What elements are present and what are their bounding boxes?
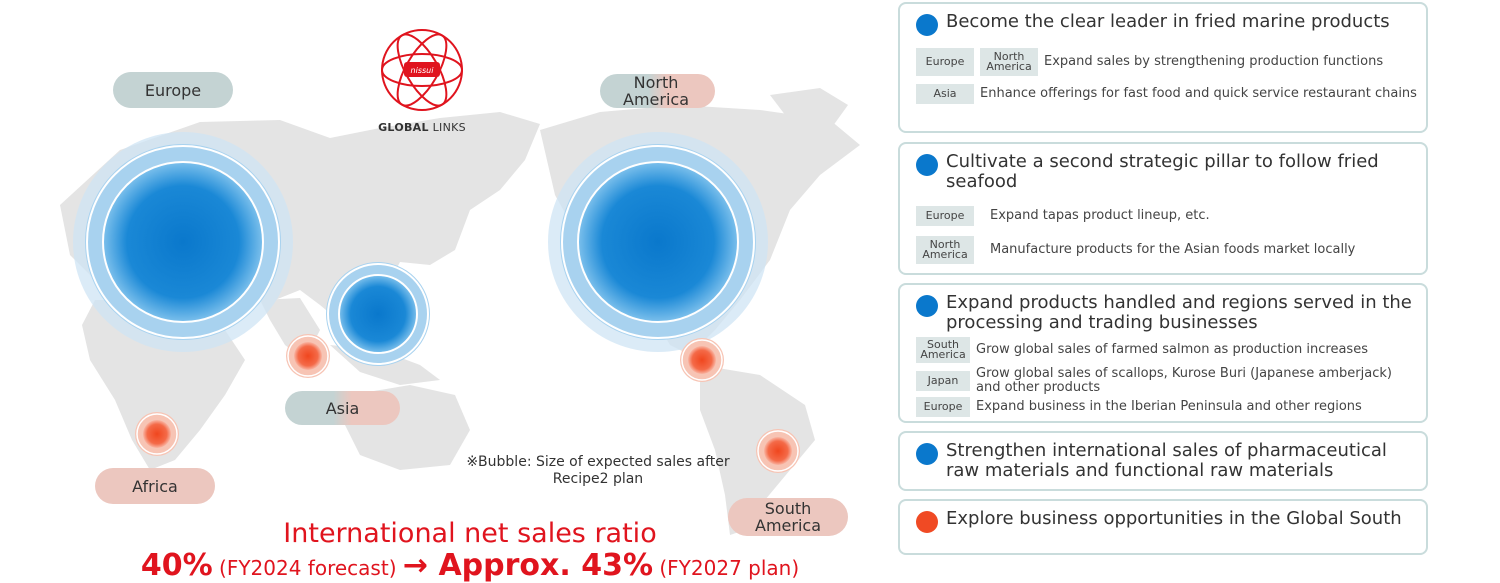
strategy-header: Expand products handled and regions serv… (916, 293, 1416, 333)
africa-growth-bubble (135, 412, 179, 456)
region-tag: Japan (916, 371, 970, 391)
central-america-growth-bubble (680, 338, 724, 382)
africa-pill-bg (95, 468, 215, 504)
strategy-row-text: Expand business in the Iberian Peninsula… (976, 399, 1362, 414)
north-america-sales-bubble (548, 132, 768, 352)
region-label-asia: Asia (325, 398, 360, 418)
north-america-pill-bg (600, 74, 715, 108)
strategy-row: Europe Expand business in the Iberian Pe… (916, 397, 1418, 417)
strategy-header: Cultivate a second strategic pillar to f… (916, 152, 1416, 192)
strategy-row: Japan Grow global sales of scallops, Kur… (916, 367, 1418, 395)
region-tag: North America (980, 48, 1038, 76)
strategy-panel-1: Become the clear leader in fried marine … (898, 2, 1428, 133)
europe-sales-bubble (73, 132, 293, 352)
strategy-title: Become the clear leader in fried marine … (946, 11, 1390, 32)
blue-bullet-icon (916, 443, 938, 465)
region-label-south-america: South America (755, 499, 821, 535)
greenland-landmass (770, 88, 848, 130)
globe-logo-icon: nissui (381, 29, 463, 111)
strategy-panel-5: Explore business opportunities in the Gl… (898, 499, 1428, 555)
strategy-header: Strengthen international sales of pharma… (916, 441, 1416, 481)
ratio-current-value: 40% (140, 548, 213, 583)
region-tag: Europe (916, 48, 974, 76)
strategy-row: Europe Expand tapas product lineup, etc. (916, 206, 1418, 226)
region-tag: South America (916, 337, 970, 363)
asia-pill-bg (285, 391, 400, 425)
strategy-row: South America Grow global sales of farme… (916, 337, 1418, 363)
strategy-row: Asia Enhance offerings for fast food and… (916, 84, 1418, 104)
ratio-arrow: → (402, 548, 428, 583)
south-america-pill-bg (728, 498, 848, 536)
region-tag: Asia (916, 84, 974, 104)
strategy-panel-2: Cultivate a second strategic pillar to f… (898, 142, 1428, 275)
logo-badge: nissui (411, 66, 435, 75)
strategy-panel-4: Strengthen international sales of pharma… (898, 431, 1428, 491)
strategy-row-text: Enhance offerings for fast food and quic… (980, 86, 1417, 101)
asia-growth-bubble (286, 334, 330, 378)
world-map (60, 72, 860, 536)
strategy-row: Europe North America Expand sales by str… (916, 48, 1418, 76)
bubble-size-note: ※Bubble: Size of expected sales after Re… (466, 454, 730, 487)
blue-bullet-icon (916, 295, 938, 317)
strategy-row-text: Grow global sales of farmed salmon as pr… (976, 342, 1368, 357)
ratio-current-label: (FY2024 forecast) (212, 556, 403, 580)
region-tag: Europe (916, 397, 970, 417)
orange-bullet-icon (916, 511, 938, 533)
strategy-panel-3: Expand products handled and regions serv… (898, 283, 1428, 423)
region-label-europe: Europe (144, 80, 202, 100)
strategy-row-text: Expand tapas product lineup, etc. (990, 208, 1210, 223)
logo-text-bold: GLOBAL (378, 121, 429, 134)
strategy-row: North America Manufacture products for t… (916, 236, 1418, 264)
strategy-row-text: Manufacture products for the Asian foods… (990, 242, 1356, 257)
global-links-logo: nissui GLOBAL LINKS (372, 25, 472, 134)
ratio-title: International net sales ratio (283, 518, 657, 549)
strategy-title: Expand products handled and regions serv… (946, 292, 1412, 333)
south-america-growth-bubble (756, 429, 800, 473)
strategy-title: Strengthen international sales of pharma… (946, 440, 1387, 481)
ratio-target-label: (FY2027 plan) (653, 556, 800, 580)
blue-bullet-icon (916, 14, 938, 36)
logo-text: GLOBAL LINKS (372, 121, 472, 134)
strategy-title: Explore business opportunities in the Gl… (946, 508, 1402, 529)
blue-bullet-icon (916, 154, 938, 176)
world-map-area: nissui GLOBAL LINKS Europe North America… (60, 25, 860, 583)
europe-pill-bg (113, 72, 233, 108)
region-tag: North America (916, 236, 974, 264)
region-tag: Europe (916, 206, 974, 226)
strategy-row-text: Expand sales by strengthening production… (1044, 54, 1384, 69)
strategy-header: Explore business opportunities in the Gl… (916, 509, 1416, 533)
logo-text-rest: LINKS (428, 121, 466, 134)
strategy-header: Become the clear leader in fried marine … (916, 12, 1416, 36)
strategy-title: Cultivate a second strategic pillar to f… (946, 151, 1379, 192)
region-label-north-america: North America (623, 73, 689, 109)
ratio-values: 40% (FY2024 forecast) → Approx. 43% (FY2… (80, 548, 860, 583)
strategy-row-text: Grow global sales of scallops, Kurose Bu… (976, 366, 1392, 395)
asia-sales-bubble (326, 262, 430, 366)
region-label-africa: Africa (132, 476, 178, 496)
ratio-target-value: Approx. 43% (428, 548, 654, 583)
